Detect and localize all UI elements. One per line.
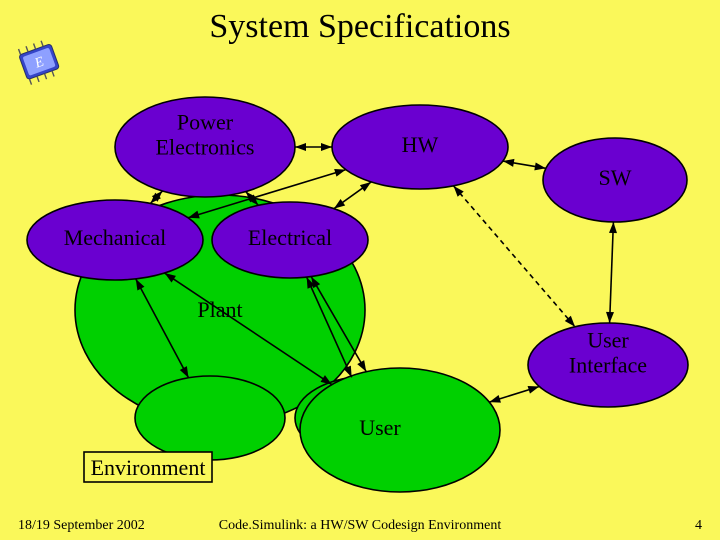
- edge-sw-ui: [610, 222, 614, 323]
- slide-stage: System Specifications E PowerElectronics…: [0, 0, 720, 540]
- label-ui: Interface: [569, 352, 647, 377]
- label-mechanical: Mechanical: [64, 225, 167, 250]
- node-lobeL: [135, 376, 285, 460]
- footer: 18/19 September 2002 Code.Simulink: a HW…: [0, 512, 720, 534]
- edge-hw-ui: [453, 186, 575, 327]
- label-power: Electronics: [156, 134, 255, 159]
- label-hw: HW: [402, 132, 439, 157]
- label-user: User: [359, 415, 401, 440]
- label-electrical: Electrical: [248, 225, 332, 250]
- label-power: Power: [177, 110, 234, 135]
- footer-center: Code.Simulink: a HW/SW Codesign Environm…: [0, 518, 720, 534]
- label-plant: Plant: [197, 297, 242, 322]
- label-ui: User: [587, 328, 629, 353]
- label-sw: SW: [599, 165, 632, 190]
- footer-page: 4: [695, 518, 702, 534]
- label-environment: Environment: [91, 455, 206, 480]
- diagram-canvas: PowerElectronics HW SW Mechanical Electrical…: [0, 0, 720, 540]
